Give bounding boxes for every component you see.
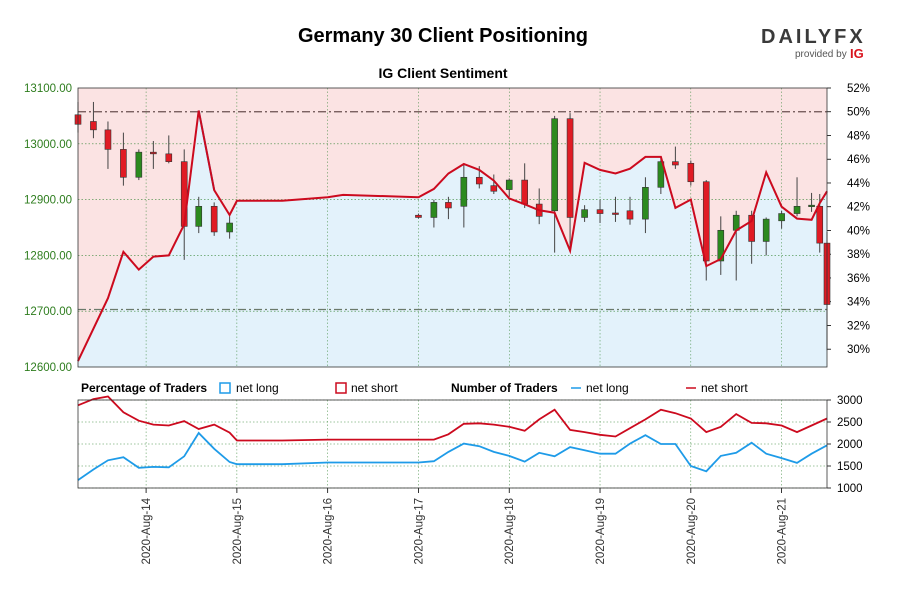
traders-panel: 2020-Aug-14 2020-Aug-15 2020-Aug-16 2020-Au… — [77, 395, 863, 565]
legend-num-long-label: net long — [586, 381, 629, 395]
pct-tick-label: 34% — [847, 297, 870, 309]
net-long-area — [78, 110, 827, 367]
date-tick-label: 2020-Aug-20 — [686, 498, 698, 565]
legend-pct-short-swatch — [335, 382, 347, 394]
date-tick-label: 2020-Aug-21 — [777, 498, 789, 565]
candle-body — [642, 187, 649, 220]
candle-body — [551, 118, 558, 212]
chart-title: Germany 30 Client Positioning — [298, 25, 588, 47]
pct-tick-label: 32% — [847, 320, 870, 332]
price-panel-frame — [77, 87, 828, 368]
traders-panel-frame — [77, 399, 828, 489]
candle-body — [657, 161, 665, 188]
legend-number-title: Number of Traders — [451, 381, 558, 395]
legend-pct-long-label: net long — [236, 381, 279, 395]
pct-tick-label: 48% — [847, 130, 870, 142]
legend-pct-long-swatch — [219, 382, 231, 394]
price-tick-label: 12600.00 — [24, 362, 72, 374]
pct-tick-label: 46% — [847, 154, 870, 166]
candle-body — [104, 129, 112, 150]
candle-body — [460, 176, 468, 207]
candle-body — [135, 151, 143, 178]
candle-body — [778, 213, 785, 222]
pct-tick-label: 30% — [847, 344, 870, 356]
candle-body — [210, 205, 218, 233]
date-tick-label: 2020-Aug-17 — [413, 498, 425, 565]
date-tick-label: 2020-Aug-14 — [141, 497, 153, 564]
pct-short-line — [77, 110, 828, 362]
price-panel: 12600.00 12700.00 12800.00 12900.00 13000.00… — [24, 83, 870, 374]
candle-body — [195, 205, 203, 227]
date-tick-label: 2020-Aug-18 — [504, 498, 516, 565]
candle-body — [415, 214, 422, 218]
pct-tick-label: 36% — [847, 273, 870, 285]
logo-provided-by: provided by — [795, 49, 847, 60]
pct-tick-label: 52% — [847, 83, 870, 95]
logo-brand: DAILYFX — [761, 26, 866, 48]
price-tick-label: 12700.00 — [24, 306, 72, 318]
candle-body — [90, 121, 97, 131]
candle-body — [165, 153, 173, 162]
traders-tick-label: 2000 — [837, 439, 863, 451]
legend-num-short-label: net short — [701, 381, 748, 395]
pct-tick-label: 38% — [847, 249, 870, 261]
candle-body — [762, 218, 770, 242]
candle-body — [120, 149, 127, 178]
date-tick-label: 2020-Aug-19 — [595, 498, 607, 565]
traders-tick-label: 3000 — [837, 395, 863, 407]
candle-body — [717, 229, 725, 262]
dailyfx-logo: DAILYFX provided by IG — [761, 26, 866, 61]
pct-tick-label: 40% — [847, 225, 870, 237]
candle-body — [626, 210, 634, 220]
candle-body — [445, 202, 452, 209]
candle-body — [596, 209, 604, 214]
candle-body — [581, 209, 588, 218]
pct-tick-label: 44% — [847, 178, 870, 190]
candle-body — [793, 205, 801, 214]
candle-body — [566, 118, 574, 218]
candle-body — [702, 181, 710, 262]
candle-body — [150, 151, 157, 155]
date-tick-label: 2020-Aug-15 — [232, 498, 244, 565]
pct-tick-label: 42% — [847, 202, 870, 214]
candle-body — [672, 161, 679, 166]
price-tick-label: 13000.00 — [24, 139, 72, 151]
legend: Percentage of Traders net long net short… — [81, 381, 748, 395]
price-tick-label: 12900.00 — [24, 195, 72, 207]
net-short-area — [78, 88, 827, 362]
candle-body — [505, 179, 513, 190]
traders-tick-label: 1000 — [837, 483, 863, 495]
legend-pct-short-label: net short — [351, 381, 398, 395]
candle-body — [612, 212, 619, 215]
candle-body — [808, 204, 815, 207]
candle-body — [430, 202, 438, 218]
pct-tick-label: 50% — [847, 107, 870, 119]
candle-body — [521, 179, 528, 205]
price-tick-label: 12800.00 — [24, 250, 72, 262]
num-short-line — [77, 395, 828, 442]
logo-ig: IG — [850, 46, 864, 61]
traders-tick-label: 1500 — [837, 461, 863, 473]
legend-percentage-title: Percentage of Traders — [81, 381, 207, 395]
candle-body — [816, 205, 824, 244]
date-tick-label: 2020-Aug-16 — [323, 498, 335, 565]
candle-body — [687, 163, 695, 183]
candle-body — [475, 176, 483, 185]
traders-tick-label: 2500 — [837, 417, 863, 429]
price-tick-label: 13100.00 — [24, 83, 72, 95]
candle-body — [748, 214, 755, 242]
candle-body — [490, 185, 498, 192]
num-long-line — [77, 431, 828, 481]
chart-subtitle: IG Client Sentiment — [378, 65, 507, 81]
candle-body — [226, 222, 233, 233]
